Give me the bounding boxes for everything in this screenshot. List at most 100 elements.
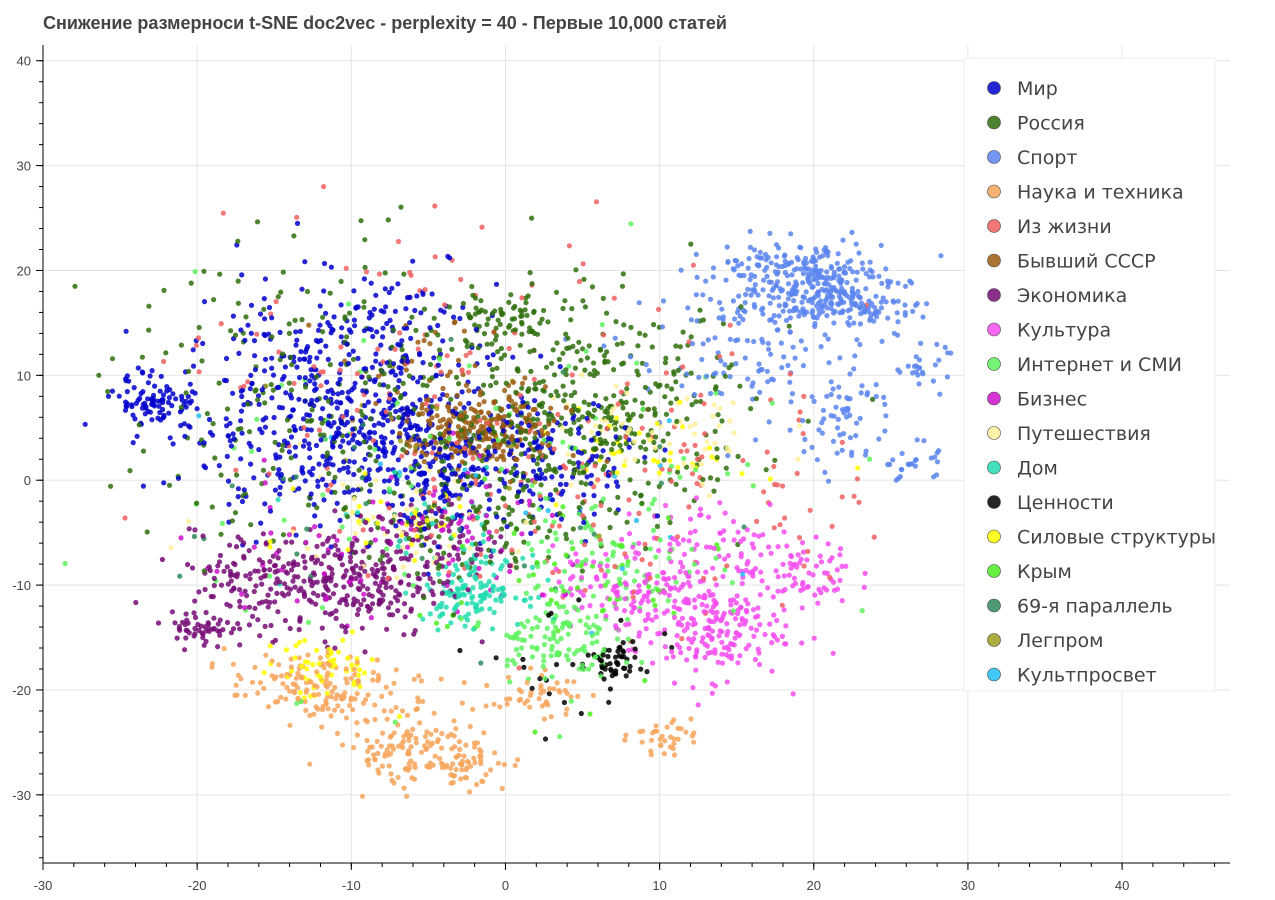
scatter-point bbox=[830, 386, 836, 392]
scatter-point bbox=[467, 789, 473, 795]
scatter-point bbox=[607, 686, 614, 692]
scatter-point bbox=[646, 584, 652, 590]
scatter-point bbox=[306, 441, 312, 447]
scatter-point bbox=[410, 506, 416, 512]
scatter-point bbox=[564, 345, 570, 351]
scatter-point bbox=[515, 636, 521, 642]
scatter-point bbox=[581, 492, 587, 498]
scatter-point bbox=[277, 484, 283, 490]
scatter-point bbox=[380, 549, 386, 555]
scatter-point bbox=[699, 454, 705, 460]
scatter-point bbox=[597, 424, 603, 430]
scatter-point bbox=[376, 271, 383, 277]
scatter-point bbox=[589, 284, 596, 290]
scatter-point bbox=[587, 584, 594, 590]
scatter-point bbox=[607, 524, 613, 531]
scatter-point bbox=[459, 459, 465, 465]
scatter-point bbox=[346, 489, 352, 495]
scatter-point bbox=[404, 439, 410, 445]
scatter-point bbox=[494, 420, 500, 426]
scatter-point bbox=[638, 493, 644, 499]
scatter-point bbox=[476, 443, 482, 449]
scatter-point bbox=[291, 233, 297, 239]
scatter-point bbox=[108, 483, 114, 489]
scatter-point bbox=[507, 679, 513, 685]
scatter-point bbox=[560, 504, 566, 510]
scatter-point bbox=[296, 374, 303, 381]
scatter-point bbox=[725, 453, 731, 459]
scatter-point bbox=[657, 630, 663, 637]
scatter-point bbox=[398, 370, 404, 376]
scatter-point bbox=[438, 520, 445, 526]
scatter-point bbox=[246, 548, 252, 554]
scatter-point bbox=[498, 306, 504, 312]
scatter-point bbox=[584, 355, 591, 361]
scatter-point bbox=[457, 647, 463, 654]
scatter-point bbox=[693, 467, 699, 473]
scatter-point bbox=[541, 307, 547, 314]
scatter-point bbox=[437, 431, 443, 437]
scatter-point bbox=[830, 650, 836, 656]
scatter-point bbox=[476, 434, 482, 441]
scatter-point bbox=[735, 453, 741, 459]
scatter-point bbox=[263, 415, 269, 421]
scatter-point bbox=[395, 543, 401, 550]
scatter-point bbox=[233, 544, 240, 550]
scatter-point bbox=[337, 367, 343, 373]
scatter-point bbox=[392, 308, 398, 314]
scatter-point bbox=[244, 593, 250, 599]
scatter-point bbox=[614, 470, 621, 476]
scatter-point bbox=[604, 310, 610, 316]
scatter-point bbox=[402, 571, 408, 578]
scatter-point bbox=[465, 611, 471, 617]
scatter-point bbox=[343, 715, 350, 721]
scatter-point bbox=[484, 491, 490, 497]
scatter-point bbox=[513, 558, 519, 565]
scatter-point bbox=[370, 499, 376, 505]
scatter-point bbox=[252, 367, 258, 373]
scatter-point bbox=[873, 393, 879, 400]
scatter-point bbox=[745, 286, 751, 292]
scatter-point bbox=[461, 679, 467, 686]
scatter-point bbox=[267, 539, 273, 545]
scatter-point bbox=[813, 563, 820, 569]
scatter-point bbox=[394, 477, 400, 483]
scatter-point bbox=[427, 433, 433, 439]
scatter-point bbox=[330, 462, 336, 468]
scatter-point bbox=[478, 559, 484, 565]
scatter-point bbox=[678, 559, 684, 566]
scatter-point bbox=[401, 601, 408, 607]
scatter-point bbox=[190, 347, 196, 353]
scatter-point bbox=[566, 363, 572, 369]
scatter-point bbox=[492, 337, 499, 343]
scatter-point bbox=[748, 292, 754, 298]
scatter-point bbox=[405, 544, 411, 550]
scatter-point bbox=[506, 413, 512, 419]
scatter-point bbox=[427, 548, 433, 554]
scatter-point bbox=[870, 396, 876, 402]
scatter-point bbox=[673, 481, 679, 487]
scatter-point bbox=[288, 434, 295, 440]
scatter-point bbox=[790, 583, 796, 589]
scatter-point bbox=[300, 443, 307, 449]
scatter-point bbox=[882, 401, 888, 407]
scatter-point bbox=[421, 595, 427, 601]
scatter-point bbox=[283, 539, 289, 545]
scatter-point bbox=[598, 502, 604, 509]
scatter-point bbox=[507, 479, 513, 485]
scatter-point bbox=[507, 568, 513, 575]
scatter-point bbox=[716, 315, 722, 321]
scatter-point bbox=[404, 418, 410, 424]
scatter-point bbox=[510, 305, 517, 311]
scatter-point bbox=[345, 464, 351, 471]
scatter-point bbox=[770, 295, 777, 301]
scatter-point bbox=[532, 528, 538, 534]
scatter-point bbox=[876, 436, 882, 442]
scatter-point bbox=[394, 549, 400, 555]
scatter-point bbox=[724, 632, 730, 638]
scatter-point bbox=[256, 401, 262, 407]
scatter-point bbox=[664, 383, 670, 389]
scatter-point bbox=[707, 592, 713, 598]
scatter-point bbox=[446, 543, 452, 549]
